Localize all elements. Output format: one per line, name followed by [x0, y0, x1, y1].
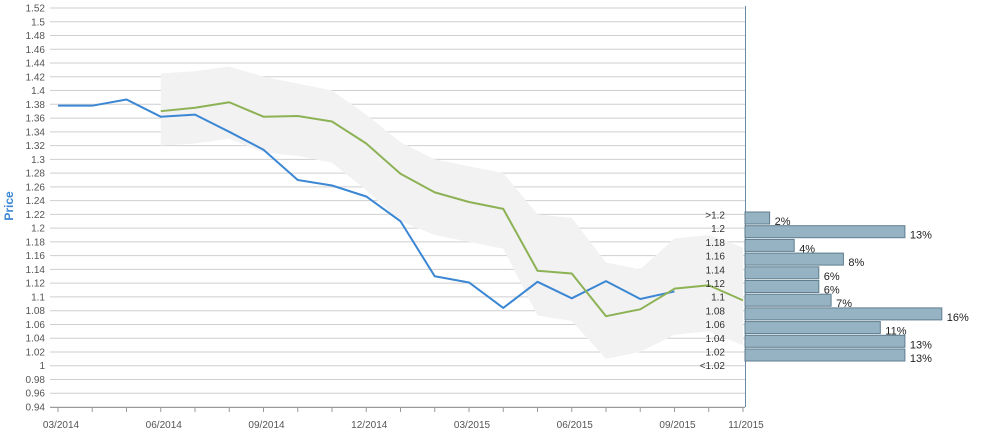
histogram-bin-label: 1.06: [706, 320, 726, 331]
y-tick-label: 1.32: [26, 141, 46, 152]
x-tick-label: 09/2014: [248, 420, 285, 431]
histogram-bin-label: 1.1: [711, 293, 725, 304]
histogram-pct-label: 6%: [824, 285, 840, 297]
histogram-pct-label: 16%: [947, 312, 969, 324]
y-tick-label: 1.24: [26, 196, 46, 207]
histogram-pct-label: 8%: [848, 257, 864, 269]
histogram-pct-label: 13%: [910, 230, 932, 242]
histogram-bin-label: 1.18: [706, 238, 726, 249]
y-axis-label: Price: [2, 191, 16, 221]
histogram-bin-label: 1.16: [706, 252, 726, 263]
y-tick-label: 1.1: [31, 292, 45, 303]
histogram-pct-label: 13%: [910, 353, 932, 365]
histogram-pct-label: 7%: [836, 298, 852, 310]
x-tick-label: 06/2014: [146, 420, 183, 431]
histogram-bin-label: 1.14: [706, 265, 726, 276]
histogram-pct-label: 6%: [824, 271, 840, 283]
series-lines: [58, 98, 744, 318]
y-tick-label: 1.36: [26, 114, 46, 125]
y-tick-label: 1.28: [26, 169, 46, 180]
x-tick-label: 06/2015: [557, 420, 594, 431]
y-tick-label: 0.98: [26, 375, 46, 386]
histogram-pct-label: 11%: [885, 326, 906, 338]
y-tick-label: 1.18: [26, 237, 46, 248]
histogram-bin-label: <1.02: [700, 361, 726, 372]
y-tick-label: 1.48: [26, 31, 46, 42]
distribution-histogram: 2% >1.2 13% 1.2 4% 1.18 8% 1.16 6% 1.14 6% 1.12 7% 1.…: [700, 211, 969, 373]
y-tick-label: 1.44: [26, 59, 46, 70]
histogram-pct-label: 4%: [799, 243, 815, 255]
histogram-bin-label: 1.12: [706, 279, 726, 290]
x-tick-label: 03/2014: [43, 420, 80, 431]
histogram-bar: [744, 266, 820, 280]
x-tick-label: 09/2015: [659, 420, 696, 431]
y-tick-label: 1.02: [26, 347, 46, 358]
y-tick-label: 1.14: [26, 265, 46, 276]
axes: 0.94 0.96 0.98 1 1.02 1.04 1.06 1.08 1.1 1.12 1.14…: [26, 4, 765, 432]
histogram-bar: [744, 225, 906, 239]
histogram-bin-label: 1.08: [706, 306, 726, 317]
y-tick-label: 1.4: [31, 86, 45, 97]
y-tick-label: 0.96: [26, 389, 46, 400]
histogram-bin-label: >1.2: [705, 211, 725, 222]
histogram-bar: [744, 238, 795, 252]
x-tick-label: 03/2015: [454, 420, 491, 431]
histogram-bar: [744, 280, 820, 293]
y-tick-label: 1.22: [26, 210, 46, 221]
series-line-1: [58, 98, 675, 309]
x-tick-label: 11/2015: [728, 420, 764, 431]
y-tick-label: 1.12: [26, 279, 46, 290]
y-tick-label: 1.52: [26, 4, 46, 15]
y-tick-label: 1.16: [26, 251, 46, 262]
histogram-pct-label: 13%: [910, 339, 932, 351]
histogram-bar: [744, 348, 906, 362]
y-tick-label: 1.2: [31, 224, 45, 235]
y-tick-label: 1.04: [26, 334, 46, 345]
histogram-bar: [744, 334, 906, 348]
histogram-bar: [744, 307, 943, 321]
histogram-bar: [744, 211, 771, 225]
series-line-2: [160, 101, 744, 318]
histogram-bar: [744, 321, 881, 335]
y-tick-label: 1.42: [26, 72, 46, 83]
y-tick-label: 1.34: [26, 127, 46, 138]
histogram-bin-label: 1.02: [706, 348, 726, 359]
histogram-bin-label: 1.2: [711, 224, 725, 235]
y-tick-label: 1.08: [26, 306, 46, 317]
y-tick-label: 0.94: [26, 403, 46, 414]
y-tick-label: 1: [39, 361, 45, 372]
y-tick-label: 1.46: [26, 45, 46, 56]
y-tick-label: 1.26: [26, 182, 46, 193]
histogram-bar: [744, 252, 844, 266]
y-tick-label: 1.3: [31, 155, 45, 166]
y-tick-label: 1.38: [26, 100, 46, 111]
histogram-bar: [744, 293, 832, 307]
histogram-bin-label: 1.04: [706, 334, 726, 345]
histogram-pct-label: 2%: [775, 216, 791, 228]
x-tick-label: 12/2014: [351, 420, 388, 431]
y-tick-label: 1.5: [31, 17, 45, 28]
y-tick-label: 1.06: [26, 320, 46, 331]
